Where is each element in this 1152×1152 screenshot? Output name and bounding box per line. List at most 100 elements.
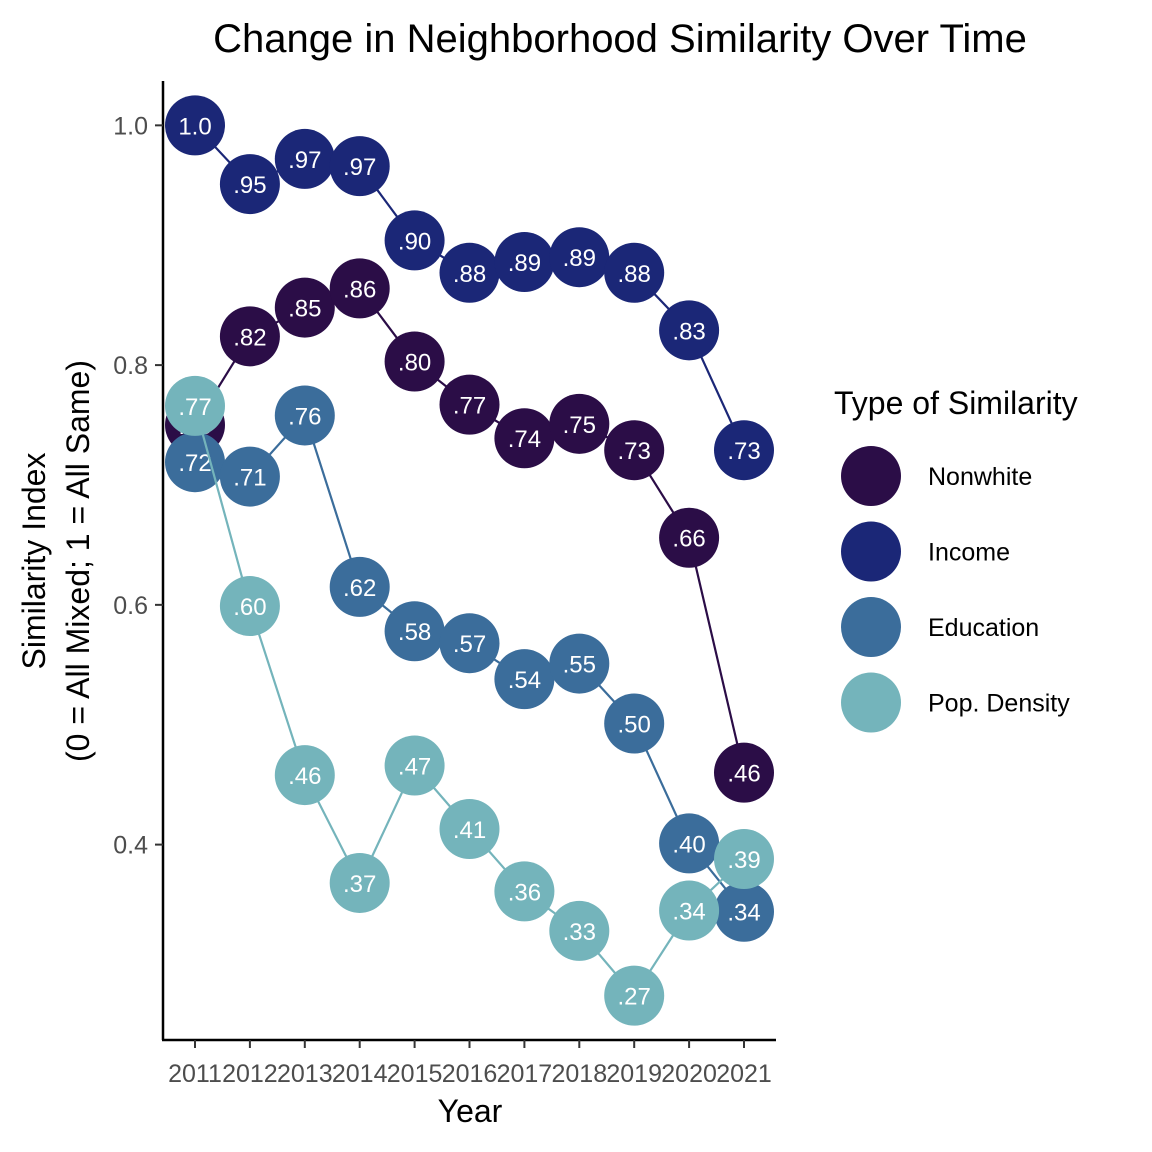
data-label-nonwhite: .80 bbox=[398, 350, 431, 377]
data-point-pop-density bbox=[604, 965, 665, 1026]
data-point-education bbox=[384, 601, 445, 662]
chart-title: Change in Neighborhood Similarity Over T… bbox=[213, 17, 1027, 61]
data-point-income bbox=[604, 242, 665, 303]
data-point-pop-density bbox=[165, 375, 225, 436]
x-tick-label: 2021 bbox=[716, 1060, 772, 1088]
legend-swatch-education bbox=[841, 597, 901, 657]
data-label-education: .57 bbox=[453, 631, 486, 658]
y-tick-label: 0.4 bbox=[113, 832, 148, 860]
data-point-pop-density bbox=[494, 861, 555, 922]
data-point-income bbox=[549, 227, 610, 288]
legend-title: Type of Similarity bbox=[834, 385, 1078, 421]
data-label-income: .97 bbox=[288, 147, 321, 174]
data-label-nonwhite: .77 bbox=[453, 393, 486, 420]
data-label-income: .89 bbox=[563, 245, 596, 272]
data-point-nonwhite bbox=[714, 742, 774, 803]
data-label-nonwhite: .75 bbox=[563, 412, 596, 439]
y-axis-ticks: 0.4 0.6 0.8 1.0 bbox=[113, 112, 163, 860]
data-point-education bbox=[659, 813, 720, 874]
legend: Type of Similarity Nonwhite Income Educati… bbox=[834, 385, 1078, 733]
plot-area: .75.82.85.86.80.77.74.75.73.66.461.0.95.… bbox=[113, 81, 776, 1088]
data-label-pop-density: .77 bbox=[178, 394, 211, 421]
data-point-pop-density bbox=[439, 799, 500, 860]
data-point-pop-density bbox=[549, 900, 610, 961]
data-label-education: .72 bbox=[178, 450, 211, 477]
data-point-education bbox=[439, 613, 500, 674]
data-label-nonwhite: .73 bbox=[618, 438, 651, 465]
data-point-nonwhite bbox=[494, 408, 555, 469]
data-label-pop-density: .33 bbox=[563, 919, 596, 946]
data-point-income bbox=[329, 136, 390, 197]
y-tick-label: 1.0 bbox=[113, 112, 148, 140]
data-label-education: .58 bbox=[398, 619, 431, 646]
data-point-income bbox=[714, 420, 774, 481]
data-label-nonwhite: .66 bbox=[672, 526, 705, 553]
data-label-income: .95 bbox=[233, 172, 266, 199]
legend-label-income: Income bbox=[928, 539, 1010, 567]
data-point-education bbox=[274, 385, 335, 446]
x-tick-label: 2017 bbox=[497, 1060, 553, 1088]
y-tick-label: 0.8 bbox=[113, 352, 148, 380]
legend-swatch-pop-density bbox=[841, 672, 901, 733]
data-label-education: .54 bbox=[508, 667, 541, 694]
data-point-education bbox=[549, 633, 610, 694]
data-point-nonwhite bbox=[659, 507, 720, 568]
x-axis-title: Year bbox=[438, 1093, 503, 1129]
y-axis-title-line-2: (0 = All Mixed; 1 = All Same) bbox=[60, 360, 96, 762]
data-label-income: .73 bbox=[727, 438, 760, 465]
series-nonwhite: .75.82.85.86.80.77.74.75.73.66.46 bbox=[165, 258, 774, 803]
series-education: .72 .71 .76 .62 .58 .57 .54 .55 .50 .40 .34 bbox=[165, 385, 774, 942]
data-label-income: .90 bbox=[398, 228, 431, 255]
data-label-education: .50 bbox=[618, 712, 651, 739]
x-tick-label: 2013 bbox=[277, 1060, 333, 1088]
data-label-education: .71 bbox=[233, 465, 266, 492]
data-point-pop-density bbox=[219, 576, 280, 637]
legend-label-education: Education bbox=[928, 614, 1039, 642]
data-label-nonwhite: .86 bbox=[343, 276, 376, 303]
data-label-pop-density: .34 bbox=[672, 899, 705, 926]
data-point-pop-density bbox=[329, 852, 390, 913]
data-point-income bbox=[494, 232, 555, 293]
data-point-income bbox=[165, 95, 225, 156]
x-tick-label: 2011 bbox=[168, 1060, 222, 1088]
data-label-pop-density: .37 bbox=[343, 871, 376, 898]
data-label-nonwhite: .85 bbox=[288, 296, 321, 323]
y-tick-label: 0.6 bbox=[113, 592, 148, 620]
data-label-pop-density: .36 bbox=[508, 879, 541, 906]
data-label-income: .88 bbox=[453, 261, 486, 288]
data-point-nonwhite bbox=[604, 420, 665, 481]
data-point-nonwhite bbox=[329, 258, 390, 319]
data-label-pop-density: .39 bbox=[727, 847, 760, 874]
legend-items: Nonwhite Income Education Pop. Density bbox=[841, 446, 1070, 733]
data-label-pop-density: .46 bbox=[288, 763, 321, 790]
data-point-nonwhite bbox=[549, 393, 610, 454]
data-label-education: .62 bbox=[343, 575, 376, 602]
data-label-nonwhite: .74 bbox=[508, 426, 541, 453]
data-point-education bbox=[714, 881, 774, 942]
data-label-pop-density: .47 bbox=[398, 753, 431, 780]
data-point-income bbox=[274, 128, 335, 189]
data-point-income bbox=[439, 242, 500, 303]
data-label-education: .34 bbox=[727, 900, 760, 927]
data-point-nonwhite bbox=[274, 277, 335, 338]
x-tick-label: 2015 bbox=[387, 1060, 443, 1088]
data-point-pop-density bbox=[274, 745, 335, 806]
legend-label-pop-density: Pop. Density bbox=[928, 690, 1070, 718]
series-income: 1.0 .95 .97 .97 .90 .88 .89 .89 .88 .83 .73 bbox=[165, 95, 774, 481]
series-pop-density: .77 .60 .46 .37 .47 .41 .36 .33 .27 .34 .39 bbox=[165, 375, 774, 1026]
data-point-education bbox=[219, 446, 280, 507]
x-tick-label: 2016 bbox=[442, 1060, 498, 1088]
data-point-pop-density bbox=[384, 735, 445, 796]
data-label-education: .40 bbox=[672, 831, 705, 858]
data-point-education bbox=[494, 649, 555, 710]
data-label-income: .97 bbox=[343, 154, 376, 181]
y-axis-title-line-1: Similarity Index bbox=[16, 453, 52, 670]
data-point-income bbox=[384, 210, 445, 271]
x-tick-label: 2014 bbox=[332, 1060, 388, 1088]
data-point-pop-density bbox=[659, 880, 720, 941]
data-label-nonwhite: .82 bbox=[233, 324, 266, 351]
data-label-income: .83 bbox=[672, 318, 705, 345]
data-point-pop-density bbox=[714, 828, 774, 889]
data-point-nonwhite bbox=[219, 306, 280, 367]
